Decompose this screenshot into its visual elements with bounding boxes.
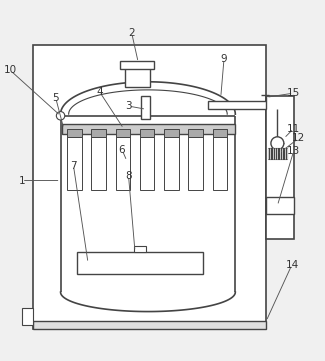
Text: 1: 1 <box>19 175 25 186</box>
Bar <box>208 101 266 109</box>
Bar <box>266 96 293 239</box>
Bar <box>91 129 106 137</box>
Bar <box>213 129 227 137</box>
Bar <box>213 137 227 190</box>
Bar <box>268 148 287 160</box>
Bar <box>188 137 203 190</box>
Bar <box>121 61 154 69</box>
Bar <box>22 308 33 325</box>
Text: 7: 7 <box>70 161 77 171</box>
Bar <box>140 137 154 190</box>
Text: 10: 10 <box>4 65 17 75</box>
Bar <box>188 129 203 137</box>
Bar <box>134 246 146 252</box>
Bar <box>33 44 266 329</box>
Text: 8: 8 <box>125 171 132 180</box>
Text: 13: 13 <box>287 146 300 156</box>
Circle shape <box>56 112 65 120</box>
Bar <box>67 129 82 137</box>
Bar <box>140 129 154 137</box>
Text: 12: 12 <box>292 134 305 143</box>
Bar <box>91 137 106 190</box>
Text: 11: 11 <box>287 124 300 134</box>
Bar <box>141 96 150 119</box>
Text: 14: 14 <box>285 260 299 270</box>
Bar <box>62 124 235 134</box>
Bar <box>67 137 82 190</box>
Bar <box>116 129 130 137</box>
Bar <box>125 66 150 87</box>
Text: 4: 4 <box>96 87 103 96</box>
Bar <box>33 321 266 329</box>
Text: 6: 6 <box>119 145 125 155</box>
Text: 5: 5 <box>52 93 59 103</box>
Text: 2: 2 <box>128 28 135 38</box>
Bar <box>116 137 130 190</box>
Bar <box>266 197 293 214</box>
Bar <box>164 137 179 190</box>
Circle shape <box>271 137 284 150</box>
Text: 3: 3 <box>125 101 132 111</box>
Text: 9: 9 <box>221 54 227 64</box>
Bar <box>164 129 179 137</box>
Bar <box>77 252 203 274</box>
Text: 15: 15 <box>287 88 300 98</box>
